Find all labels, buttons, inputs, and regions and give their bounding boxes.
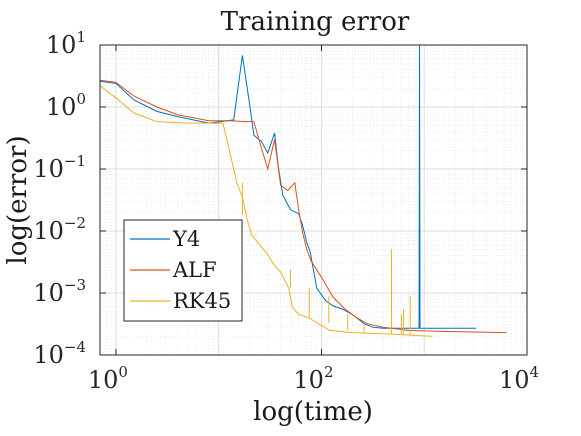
grid <box>99 45 527 356</box>
axis-ticks: 100 102 104 101 100 10−1 10−2 10−3 10−4 <box>33 28 539 394</box>
legend: Y4 ALF RK45 <box>123 219 243 322</box>
y-tick-label: 10−3 <box>33 276 86 307</box>
x-tick-label: 100 <box>88 363 128 394</box>
plot-lines <box>100 45 507 337</box>
y-axis-label: log(error) <box>3 135 33 264</box>
y-tick-label: 10−1 <box>33 152 86 183</box>
y-tick-label: 10−2 <box>33 214 86 245</box>
x-tick-label: 102 <box>293 363 333 394</box>
y-tick-label: 100 <box>46 90 86 121</box>
series-line-alf <box>100 79 507 334</box>
chart-title: Training error <box>221 7 410 37</box>
y-tick-label: 101 <box>46 28 86 59</box>
y-tick-label: 10−4 <box>33 338 86 369</box>
plot-frame <box>99 44 528 356</box>
series-line-rk45 <box>100 85 433 337</box>
legend-label-rk45: RK45 <box>173 289 231 313</box>
x-tick-label: 104 <box>499 363 539 394</box>
legend-label-y4: Y4 <box>172 227 200 251</box>
x-axis-label: log(time) <box>253 397 373 427</box>
legend-label-alf: ALF <box>172 258 217 282</box>
